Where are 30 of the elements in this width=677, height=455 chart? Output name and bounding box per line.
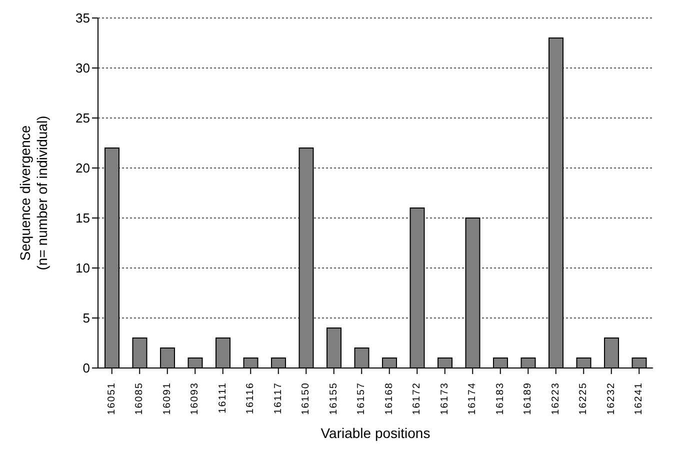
x-tick-label: 16111 bbox=[217, 382, 228, 414]
x-tick-label: 16232 bbox=[606, 382, 617, 415]
x-tick-label: 16172 bbox=[412, 382, 423, 415]
x-tick-label: 16174 bbox=[467, 382, 478, 415]
x-tick-label: 16225 bbox=[578, 382, 590, 415]
x-tick-label: 16085 bbox=[134, 382, 146, 415]
y-tick-label: 30 bbox=[76, 60, 90, 76]
y-tick-label: 0 bbox=[82, 360, 90, 376]
x-tick-label: 16093 bbox=[190, 382, 201, 415]
y-tick-label: 25 bbox=[76, 110, 90, 126]
x-tick-label: 16223 bbox=[550, 382, 562, 415]
x-tick-label: 16189 bbox=[522, 382, 534, 415]
x-tick-label: 16117 bbox=[272, 382, 284, 414]
y-tick-label: 15 bbox=[76, 210, 90, 226]
x-tick-label: 16157 bbox=[356, 382, 368, 415]
x-tick-label: 16183 bbox=[494, 382, 506, 415]
y-tick-label: 20 bbox=[76, 160, 90, 176]
x-axis-title: Variable positions bbox=[320, 425, 430, 441]
x-tick-label: 16051 bbox=[106, 382, 118, 415]
x-tick-label: 16116 bbox=[245, 382, 256, 414]
x-tick-label: 16173 bbox=[439, 382, 450, 415]
x-tick-label: 16168 bbox=[384, 382, 395, 415]
x-tick-label: 16155 bbox=[328, 382, 340, 415]
x-tick-label: 16091 bbox=[162, 382, 173, 415]
y-tick-label: 10 bbox=[76, 260, 90, 276]
y-tick-label: 5 bbox=[82, 310, 90, 326]
y-tick-label: 35 bbox=[76, 10, 90, 26]
x-tick-label: 16150 bbox=[300, 382, 312, 415]
x-tick-label: 16241 bbox=[634, 382, 645, 415]
y-axis-title: Sequence divergence (n= number of individual) bbox=[17, 116, 50, 270]
